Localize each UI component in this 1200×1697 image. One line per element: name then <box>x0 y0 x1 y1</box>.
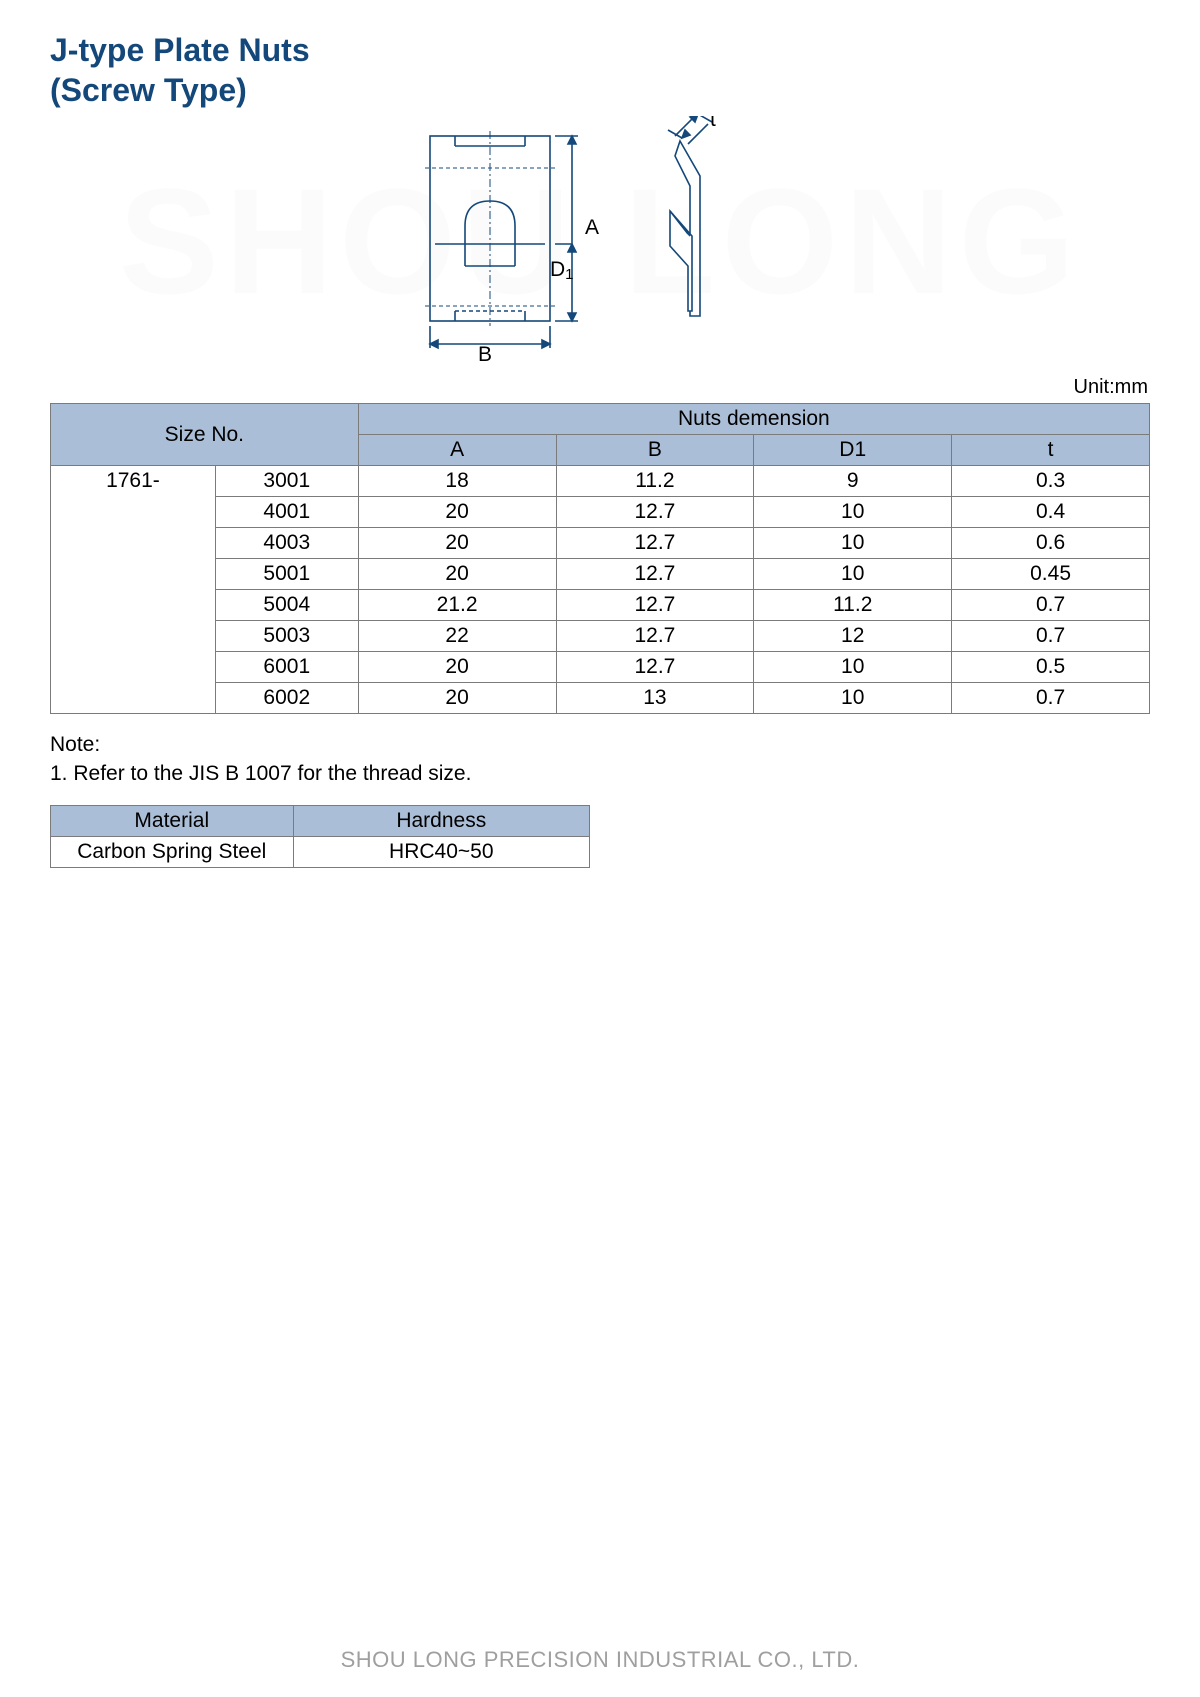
table-cell: 20 <box>358 652 556 683</box>
table-cell: 13 <box>556 683 754 714</box>
table-cell: 11.2 <box>754 590 952 621</box>
table-cell: 0.4 <box>952 497 1150 528</box>
table-cell: 3001 <box>215 466 358 497</box>
dimension-table: Size No. Nuts demension A B D1 t 1761-30… <box>50 403 1150 714</box>
table-cell: 12 <box>754 621 952 652</box>
title-line-1: J-type Plate Nuts <box>50 32 310 68</box>
material-table: Material Hardness Carbon Spring Steel HR… <box>50 805 590 868</box>
table-cell: 0.6 <box>952 528 1150 559</box>
diagram-label-t: t <box>710 116 716 131</box>
table-cell: 11.2 <box>556 466 754 497</box>
table-cell: 4001 <box>215 497 358 528</box>
table-cell: 4003 <box>215 528 358 559</box>
note-block: Note: 1. Refer to the JIS B 1007 for the… <box>50 730 1150 789</box>
page-title: J-type Plate Nuts (Screw Type) <box>50 30 1150 110</box>
table-cell: 12.7 <box>556 652 754 683</box>
table-cell: 20 <box>358 528 556 559</box>
title-line-2: (Screw Type) <box>50 72 247 108</box>
table-cell: 5004 <box>215 590 358 621</box>
table-cell: 0.45 <box>952 559 1150 590</box>
hardness-value: HRC40~50 <box>293 836 589 867</box>
table-cell: 10 <box>754 559 952 590</box>
table-cell: 6001 <box>215 652 358 683</box>
table-cell: 0.7 <box>952 590 1150 621</box>
table-cell: 22 <box>358 621 556 652</box>
col-b: B <box>556 435 754 466</box>
material-header-1: Material <box>51 805 294 836</box>
note-1: 1. Refer to the JIS B 1007 for the threa… <box>50 759 1150 788</box>
col-a: A <box>358 435 556 466</box>
table-cell: 0.5 <box>952 652 1150 683</box>
col-t: t <box>952 435 1150 466</box>
table-cell: 20 <box>358 559 556 590</box>
table-cell: 20 <box>358 497 556 528</box>
table-cell: 12.7 <box>556 528 754 559</box>
diagram-label-a: A <box>585 216 599 239</box>
table-cell: 12.7 <box>556 497 754 528</box>
table-cell: 0.7 <box>952 621 1150 652</box>
header-size: Size No. <box>51 404 359 466</box>
material-value: Carbon Spring Steel <box>51 836 294 867</box>
table-cell: 5003 <box>215 621 358 652</box>
note-heading: Note: <box>50 730 1150 759</box>
material-header-2: Hardness <box>293 805 589 836</box>
table-cell: 5001 <box>215 559 358 590</box>
table-cell: 21.2 <box>358 590 556 621</box>
unit-label: Unit:mm <box>50 376 1150 399</box>
table-cell: 10 <box>754 683 952 714</box>
table-cell: 0.3 <box>952 466 1150 497</box>
table-cell: 10 <box>754 497 952 528</box>
table-cell: 20 <box>358 683 556 714</box>
table-cell: 0.7 <box>952 683 1150 714</box>
diagram-label-d1: D1 <box>550 258 574 283</box>
table-cell: 12.7 <box>556 559 754 590</box>
col-d1: D1 <box>754 435 952 466</box>
table-cell: 12.7 <box>556 590 754 621</box>
table-cell: 12.7 <box>556 621 754 652</box>
diagram-label-b: B <box>478 343 492 366</box>
size-prefix: 1761- <box>51 466 216 714</box>
table-cell: 10 <box>754 528 952 559</box>
header-dimension: Nuts demension <box>358 404 1149 435</box>
table-cell: 18 <box>358 466 556 497</box>
table-cell: 10 <box>754 652 952 683</box>
company-footer: SHOU LONG PRECISION INDUSTRIAL CO., LTD. <box>0 1647 1200 1673</box>
table-cell: 9 <box>754 466 952 497</box>
table-cell: 6002 <box>215 683 358 714</box>
technical-diagram: B A D1 t <box>50 116 1150 366</box>
